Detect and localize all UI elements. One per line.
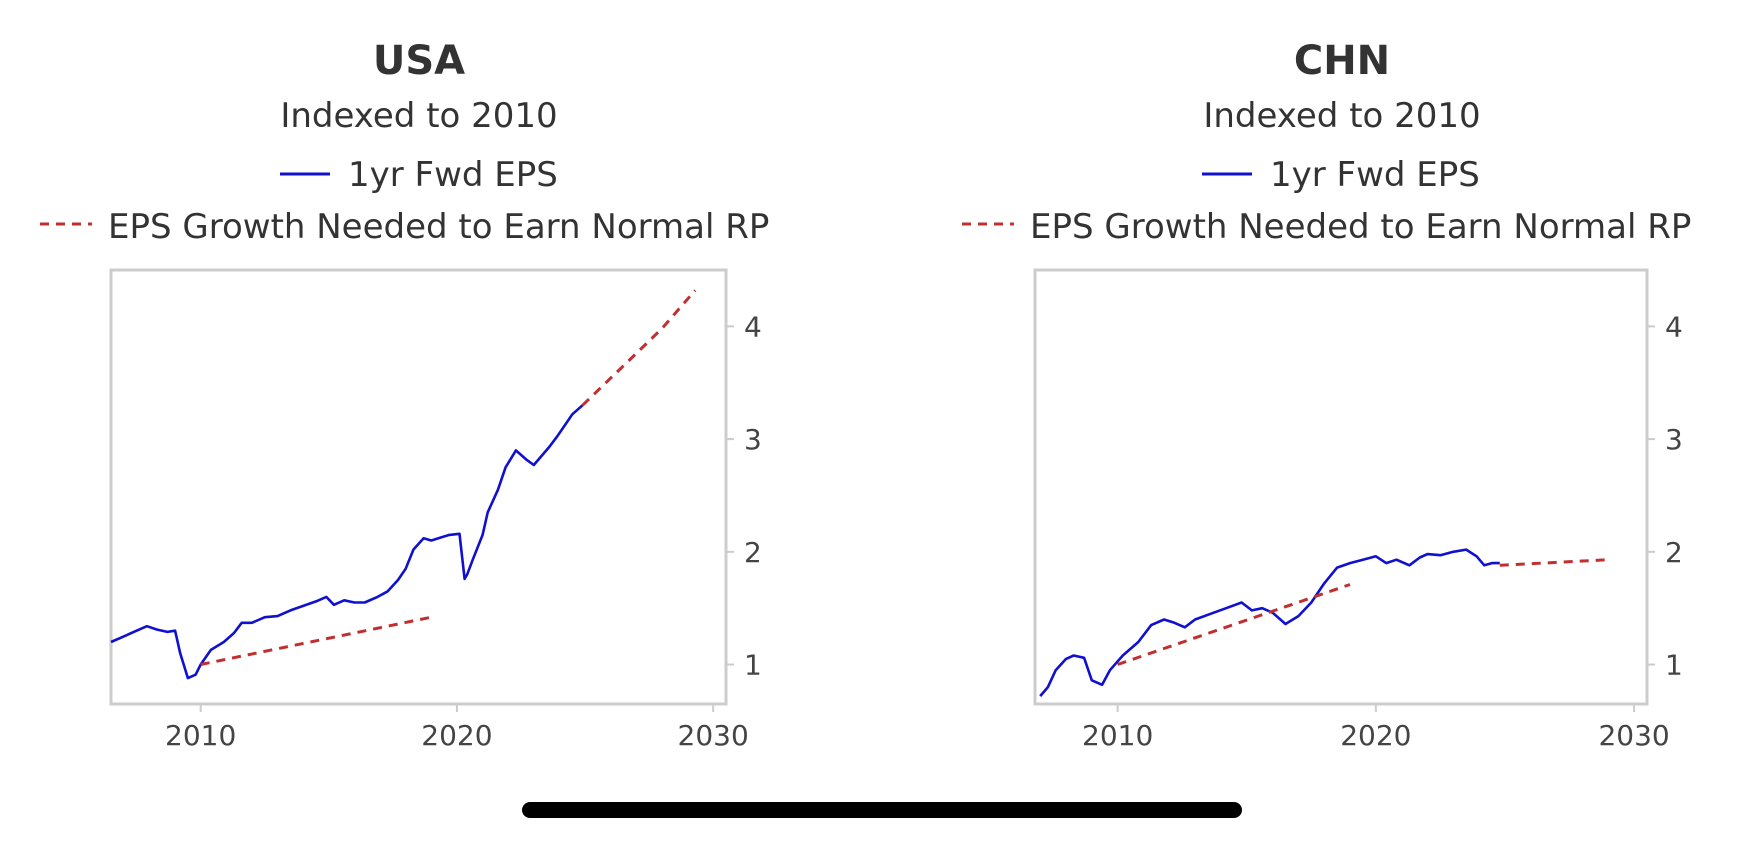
x-tick-label: 2030 [678,719,749,752]
x-tick-label: 2010 [1082,719,1153,752]
series-eps-growth-needed-line [1117,583,1351,666]
series-eps-growth-needed-line [200,615,432,666]
legend-needed-label: EPS Growth Needed to Earn Normal RP [1030,207,1691,247]
chart-panel-usa: USA Indexed to 2010 1yr Fwd EPS EPS Grow… [40,38,769,752]
plot-frame [1033,268,1649,706]
series-eps-growth-needed-line [581,289,697,407]
plot-frame [109,268,728,706]
chart-subtitle: Indexed to 2010 [1203,96,1480,136]
plot-area-chn [1039,325,1655,712]
x-tick-label: 2010 [165,719,236,752]
y-tick-label: 3 [1665,423,1683,456]
y-tick-label: 2 [1665,536,1683,569]
home-indicator[interactable] [522,802,1242,818]
y-tick-label: 1 [1665,649,1683,682]
x-tick-label: 2020 [1340,719,1411,752]
chart-title: USA [373,38,465,84]
y-tick-label: 3 [744,423,762,456]
plot-area-usa [110,289,734,712]
y-tick-label: 4 [1665,310,1683,343]
chart-panel-chn: CHN Indexed to 2010 1yr Fwd EPS EPS Grow… [962,38,1691,752]
x-tick-label: 2020 [421,719,492,752]
series-1yr-fwd-eps-line [1039,548,1500,697]
legend-needed-label: EPS Growth Needed to Earn Normal RP [108,207,769,247]
chart-title: CHN [1294,38,1390,84]
chart-subtitle: Indexed to 2010 [280,96,557,136]
y-axis-usa: 1 2 3 4 [744,310,762,681]
y-tick-label: 4 [744,310,762,343]
x-axis-usa: 2010 2020 2030 [165,719,749,752]
series-eps-growth-needed-line [1499,558,1609,567]
series-1yr-fwd-eps-line [110,404,584,680]
legend-eps-label: 1yr Fwd EPS [348,155,558,195]
y-axis-chn: 1 2 3 4 [1665,310,1683,681]
legend-eps-label: 1yr Fwd EPS [1270,155,1480,195]
y-tick-label: 2 [744,536,762,569]
y-tick-label: 1 [744,649,762,682]
x-axis-chn: 2010 2020 2030 [1082,719,1670,752]
x-tick-label: 2030 [1598,719,1669,752]
